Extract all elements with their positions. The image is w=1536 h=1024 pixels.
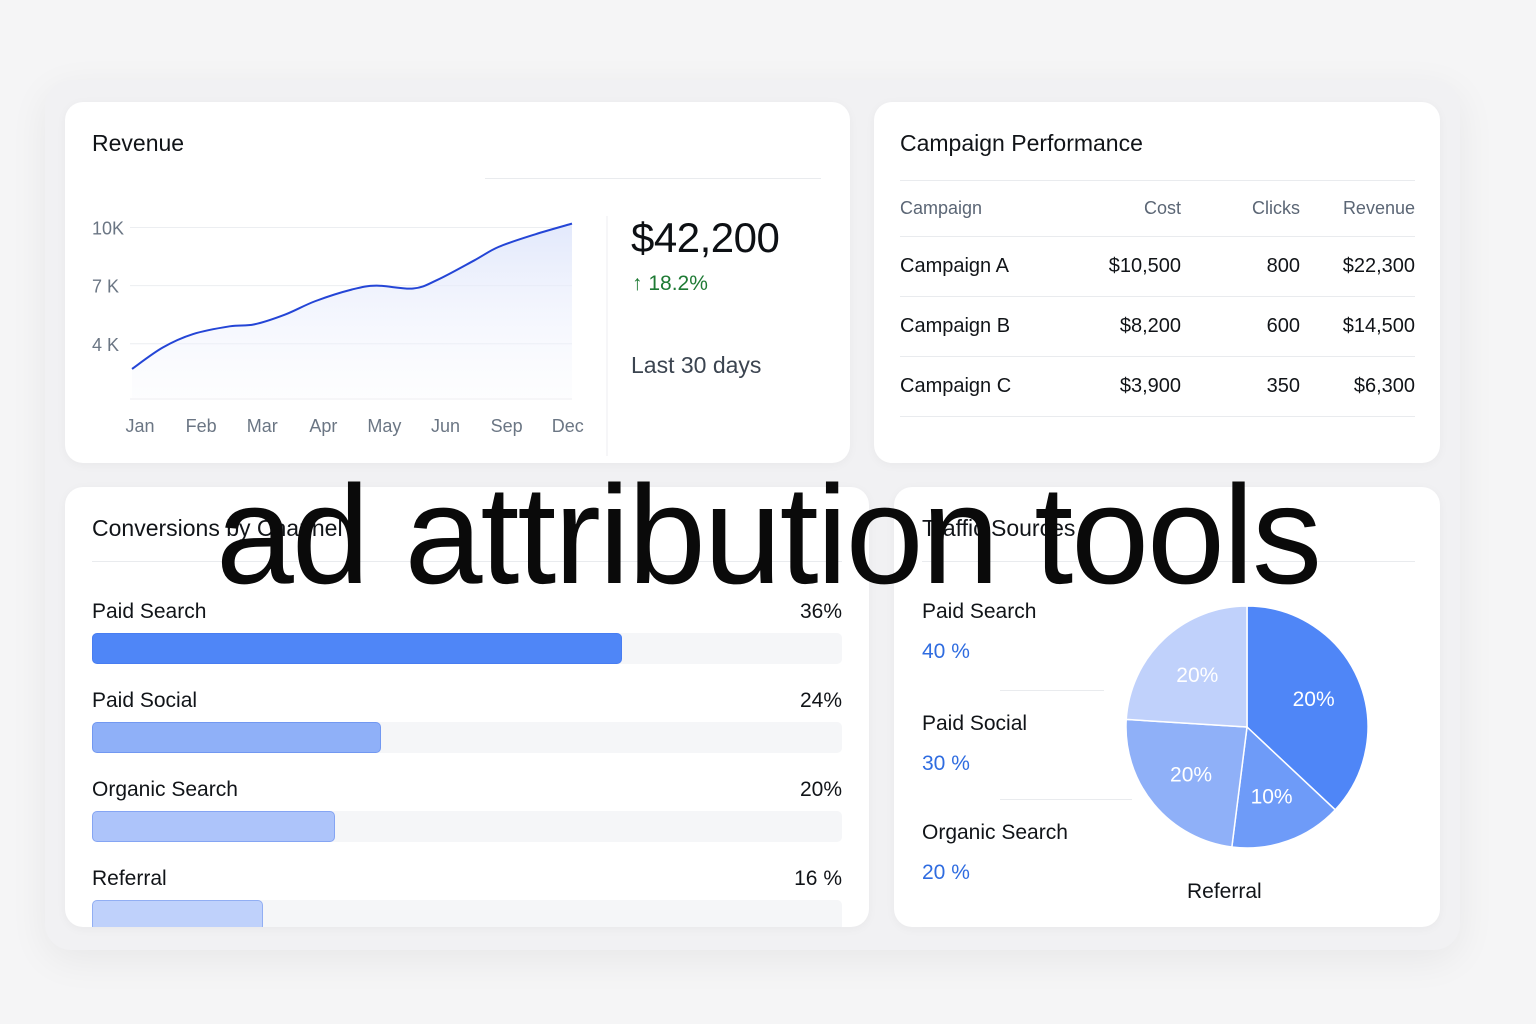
revenue-change: ↑ 18.2% <box>632 272 708 296</box>
x-tick-label: Jun <box>431 416 460 436</box>
campaign-table: Campaign Cost Clicks Revenue Campaign A … <box>900 180 1415 417</box>
x-tick-label: May <box>367 416 401 436</box>
divider <box>1000 799 1132 800</box>
x-tick-label: Sep <box>491 416 523 436</box>
channel-bar-track <box>92 900 842 927</box>
channel-bar-fill <box>92 722 382 753</box>
pie-slice-label: 20% <box>1293 688 1335 711</box>
campaign-revenue: $22,300 <box>1342 255 1415 277</box>
pie-slice-label: 20% <box>1176 664 1218 687</box>
revenue-card: Revenue 10K 7 K 4 K Jan Feb Mar Apr May Jun Sep De… <box>65 102 850 463</box>
source-label: Paid Social <box>922 712 1028 735</box>
campaign-performance-title: Campaign Performance <box>900 130 1143 156</box>
revenue-series-line <box>131 222 573 370</box>
source-label: Paid Search <box>922 600 1037 623</box>
revenue-area <box>132 223 572 398</box>
pie-slice[interactable] <box>1125 718 1248 848</box>
campaign-cost: $8,200 <box>1119 315 1181 337</box>
column-header-clicks: Clicks <box>1252 198 1300 218</box>
campaign-name: Campaign A <box>900 255 1009 277</box>
source-percent: 20 % <box>922 861 970 884</box>
source-paid-social: Paid Social 30 % <box>922 712 1027 776</box>
column-header-campaign: Campaign <box>900 198 983 218</box>
x-tick-label: Mar <box>247 416 278 436</box>
conversions-title: Conversions by Channel <box>92 515 343 541</box>
channel-percent: 36% <box>799 600 842 623</box>
channel-label: Organic Search <box>92 778 238 801</box>
column-header-cost: Cost <box>1143 198 1181 218</box>
revenue-line-chart: 10K 7 K 4 K Jan Feb Mar Apr May Jun Sep Dec <box>92 216 608 456</box>
source-percent: 40 % <box>922 640 970 663</box>
traffic-sources-title: Traffic Sources <box>922 515 1076 541</box>
table-row[interactable]: Campaign B $8,200 600 $14,500 <box>900 297 1415 357</box>
divider <box>485 178 821 179</box>
revenue-title: Revenue <box>92 130 185 156</box>
column-header-revenue: Revenue <box>1342 198 1415 218</box>
channel-bar-track <box>92 811 842 842</box>
divider <box>92 561 842 562</box>
y-tick-label: 7 K <box>92 277 119 297</box>
x-tick-label: Apr <box>309 416 337 436</box>
campaign-name: Campaign B <box>900 315 1011 337</box>
channel-bar-track <box>92 633 842 664</box>
channel-bar-fill <box>92 900 263 927</box>
source-organic-search: Organic Search 20 % <box>922 821 1068 885</box>
y-tick-label: 10K <box>92 219 124 239</box>
channel-label: Referral <box>92 867 167 890</box>
divider <box>1000 690 1104 691</box>
divider <box>922 561 1415 562</box>
pie-slice-label: 20% <box>1170 763 1212 786</box>
y-tick-label: 4 K <box>92 335 119 355</box>
campaign-clicks: 350 <box>1266 375 1300 397</box>
source-percent: 30 % <box>922 752 970 775</box>
arrow-up-icon: ↑ <box>632 272 643 295</box>
campaign-cost: $3,900 <box>1119 375 1181 397</box>
channel-bar-track <box>92 722 842 753</box>
x-tick-label: Dec <box>552 416 584 436</box>
revenue-total: $42,200 <box>631 214 780 261</box>
campaign-name: Campaign C <box>900 375 1012 397</box>
channel-label: Paid Social <box>92 689 198 712</box>
pie-slice[interactable] <box>1230 725 1337 849</box>
table-header-row: Campaign Cost Clicks Revenue <box>900 180 1415 237</box>
campaign-clicks: 800 <box>1266 255 1300 277</box>
channel-label: Paid Search <box>92 600 207 623</box>
campaign-performance-card: Campaign Performance Campaign Cost Click… <box>874 102 1440 463</box>
channel-percent: 16 % <box>794 867 842 890</box>
channel-percent: 24% <box>799 689 842 712</box>
campaign-clicks: 600 <box>1266 315 1300 337</box>
campaign-cost: $10,500 <box>1108 255 1181 277</box>
headline-overlay: ad attribution tools <box>215 456 1322 613</box>
campaign-revenue: $14,500 <box>1342 315 1415 337</box>
channel-percent: 20% <box>799 778 842 801</box>
pie-slice[interactable] <box>1246 605 1369 811</box>
x-tick-label: Feb <box>186 416 217 436</box>
revenue-period: Last 30 days <box>631 352 762 378</box>
campaign-revenue: $6,300 <box>1353 375 1415 397</box>
x-tick-label: Jan <box>125 416 154 436</box>
table-row[interactable]: Campaign C $3,900 350 $6,300 <box>900 357 1415 417</box>
table-row[interactable]: Campaign A $10,500 800 $22,300 <box>900 237 1415 297</box>
pie-caption-referral: Referral <box>1187 880 1262 903</box>
pie-slice-label: 10% <box>1251 785 1293 808</box>
traffic-pie-chart: 20% 10% 20% 20% <box>1125 605 1369 849</box>
channel-bar-fill <box>92 811 335 842</box>
revenue-change-value: 18.2% <box>648 272 708 295</box>
conversions-card: Conversions by Channel Paid Search 36% P… <box>65 487 869 927</box>
pie-slice[interactable] <box>1125 605 1248 728</box>
channel-bar-fill <box>92 633 622 664</box>
source-paid-search: Paid Search 40 % <box>922 600 1036 664</box>
source-label: Organic Search <box>922 821 1068 844</box>
traffic-sources-card: Traffic Sources Paid Search 40 % Paid So… <box>894 487 1440 927</box>
